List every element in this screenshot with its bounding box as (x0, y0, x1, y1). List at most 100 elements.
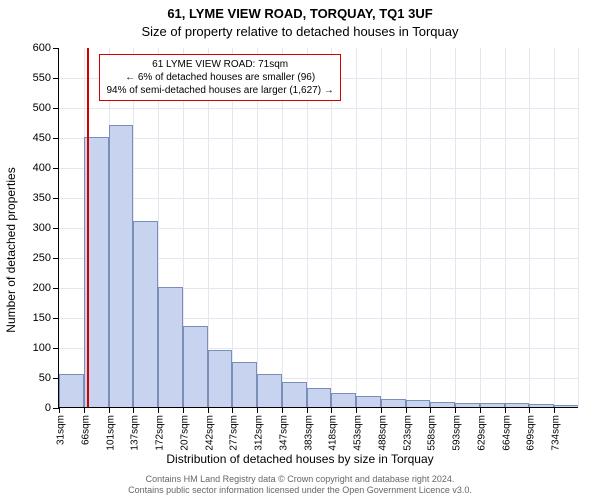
gridline-v (554, 48, 555, 407)
x-tick-label: 593sqm (452, 415, 463, 451)
x-tick-label: 207sqm (179, 415, 190, 451)
y-tick-label: 500 (33, 102, 51, 114)
y-tick (53, 228, 59, 229)
y-tick-label: 550 (33, 72, 51, 84)
x-tick (307, 407, 308, 413)
x-tick-label: 453sqm (353, 415, 364, 451)
x-tick-label: 242sqm (204, 415, 215, 451)
gridline-v (455, 48, 456, 407)
y-tick-label: 50 (39, 372, 51, 384)
x-tick (208, 407, 209, 413)
x-tick-label: 699sqm (526, 415, 537, 451)
gridline-v (578, 48, 579, 407)
x-tick (109, 407, 110, 413)
x-tick-label: 734sqm (551, 415, 562, 451)
histogram-bar (356, 396, 381, 407)
gridline-h (59, 138, 578, 139)
gridline-v (480, 48, 481, 407)
x-tick-label: 523sqm (402, 415, 413, 451)
gridline-v (406, 48, 407, 407)
x-tick-label: 347sqm (278, 415, 289, 451)
x-tick (554, 407, 555, 413)
gridline-v (282, 48, 283, 407)
gridline-h (59, 168, 578, 169)
annotation-line: ← 6% of detached houses are smaller (96) (106, 71, 333, 84)
gridline-v (257, 48, 258, 407)
histogram-bar (282, 382, 307, 407)
x-tick-label: 418sqm (328, 415, 339, 451)
gridline-v (307, 48, 308, 407)
gridline-v (331, 48, 332, 407)
y-tick-label: 450 (33, 132, 51, 144)
y-tick (53, 318, 59, 319)
x-tick (257, 407, 258, 413)
y-tick-label: 350 (33, 192, 51, 204)
y-tick-label: 400 (33, 162, 51, 174)
y-tick (53, 48, 59, 49)
x-tick-label: 31sqm (56, 415, 67, 445)
histogram-bar (257, 374, 282, 407)
y-tick-label: 300 (33, 222, 51, 234)
annotation-line: 61 LYME VIEW ROAD: 71sqm (106, 58, 333, 71)
histogram-bar (158, 287, 183, 407)
x-tick (430, 407, 431, 413)
x-tick-label: 101sqm (105, 415, 116, 451)
histogram-bar (505, 403, 530, 407)
gridline-h (59, 198, 578, 199)
y-tick-label: 250 (33, 252, 51, 264)
footer-line: Contains HM Land Registry data © Crown c… (0, 474, 600, 485)
x-tick (480, 407, 481, 413)
y-tick (53, 108, 59, 109)
x-tick-label: 383sqm (303, 415, 314, 451)
chart-title: 61, LYME VIEW ROAD, TORQUAY, TQ1 3UF (0, 6, 600, 21)
x-tick (282, 407, 283, 413)
x-tick-label: 488sqm (377, 415, 388, 451)
annotation-box: 61 LYME VIEW ROAD: 71sqm← 6% of detached… (99, 54, 340, 101)
x-tick (505, 407, 506, 413)
histogram-bar (406, 400, 431, 407)
x-tick (59, 407, 60, 413)
y-tick (53, 258, 59, 259)
histogram-bar (554, 405, 579, 407)
y-tick-label: 600 (33, 42, 51, 54)
x-tick-label: 277sqm (229, 415, 240, 451)
histogram-bar (208, 350, 233, 407)
x-tick-label: 137sqm (130, 415, 141, 451)
histogram-bar (109, 125, 134, 407)
x-tick (133, 407, 134, 413)
y-tick-label: 200 (33, 282, 51, 294)
footer-attribution: Contains HM Land Registry data © Crown c… (0, 474, 600, 496)
y-tick-label: 100 (33, 342, 51, 354)
x-tick (455, 407, 456, 413)
y-axis-label: Number of detached properties (4, 167, 18, 332)
x-tick-label: 66sqm (80, 415, 91, 445)
gridline-h (59, 108, 578, 109)
histogram-bar (232, 362, 257, 407)
gridline-v (430, 48, 431, 407)
x-tick (529, 407, 530, 413)
y-tick (53, 168, 59, 169)
gridline-v (505, 48, 506, 407)
x-tick-label: 629sqm (476, 415, 487, 451)
histogram-bar (307, 388, 332, 407)
histogram-bar (183, 326, 208, 407)
gridline-v (529, 48, 530, 407)
x-tick (381, 407, 382, 413)
y-tick (53, 78, 59, 79)
gridline-v (381, 48, 382, 407)
footer-line: Contains public sector information licen… (0, 485, 600, 496)
x-tick-label: 664sqm (501, 415, 512, 451)
x-tick-label: 312sqm (254, 415, 265, 451)
chart-subtitle: Size of property relative to detached ho… (0, 24, 600, 39)
x-tick (356, 407, 357, 413)
histogram-bar (529, 404, 554, 407)
y-tick-label: 150 (33, 312, 51, 324)
chart-container: 61, LYME VIEW ROAD, TORQUAY, TQ1 3UF Siz… (0, 0, 600, 500)
histogram-bar (455, 403, 480, 407)
x-tick (406, 407, 407, 413)
plot-area: 05010015020025030035040045050055060031sq… (58, 48, 578, 408)
x-tick-label: 172sqm (155, 415, 166, 451)
histogram-bar (331, 393, 356, 407)
histogram-bar (59, 374, 84, 407)
gridline-v (356, 48, 357, 407)
